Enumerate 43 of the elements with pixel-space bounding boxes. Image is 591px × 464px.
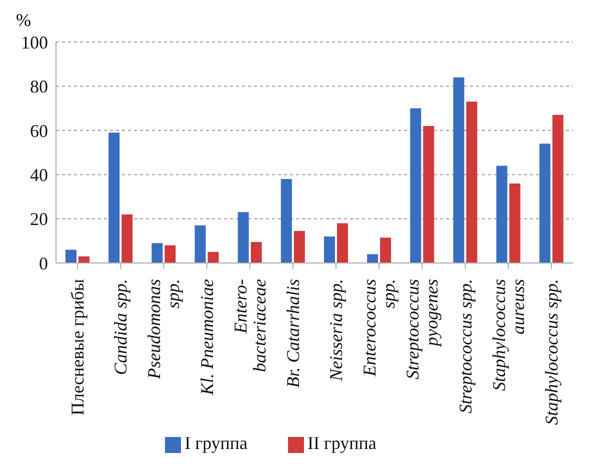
bar bbox=[108, 132, 120, 263]
bar bbox=[238, 212, 249, 263]
y-axis-title: % bbox=[16, 10, 31, 31]
x-tick-label: Staphylococcus aureuss bbox=[488, 279, 528, 391]
bar bbox=[208, 252, 219, 263]
bar bbox=[410, 108, 422, 263]
x-tick-label: Staphylococcus spp. bbox=[541, 279, 562, 425]
bar bbox=[380, 238, 392, 263]
legend-label: II группа bbox=[308, 433, 376, 453]
y-tick-label: 40 bbox=[30, 164, 48, 185]
bar bbox=[466, 102, 478, 263]
x-tick-label: Neisseria spp. bbox=[326, 279, 346, 382]
bar bbox=[496, 166, 508, 263]
x-tick-label: Kl. Pneumoniae bbox=[196, 278, 217, 396]
y-tick-label: 20 bbox=[30, 209, 48, 230]
bar bbox=[336, 223, 348, 263]
bar bbox=[453, 77, 464, 263]
y-tick-label: 0 bbox=[39, 253, 48, 274]
x-tick-label: Плесневые грибы bbox=[68, 279, 88, 416]
y-tick-label: 80 bbox=[30, 76, 48, 97]
bar bbox=[78, 256, 90, 263]
legend-label: I группа bbox=[184, 433, 248, 453]
bar bbox=[294, 230, 305, 263]
x-tick-label: Enterococcus spp. bbox=[360, 279, 399, 378]
x-tick-label: Candida spp. bbox=[110, 279, 131, 376]
bar bbox=[164, 245, 176, 263]
bar bbox=[539, 144, 550, 263]
bar bbox=[423, 126, 434, 263]
y-tick-label: 60 bbox=[30, 120, 48, 141]
x-tick-label: Br. Catarrhalis bbox=[282, 279, 303, 388]
bar bbox=[280, 179, 292, 263]
bar bbox=[552, 114, 564, 263]
bar bbox=[250, 242, 262, 263]
x-tick-label: Streptococcus spp. bbox=[455, 279, 476, 414]
bar bbox=[509, 183, 520, 263]
bar bbox=[367, 254, 378, 263]
bar bbox=[152, 243, 163, 263]
bar bbox=[194, 225, 206, 263]
bar bbox=[122, 214, 133, 263]
y-tick-label: 100 bbox=[21, 32, 48, 52]
bar bbox=[324, 236, 335, 263]
x-tick-label: Pseudomonas spp. bbox=[144, 279, 184, 380]
bar bbox=[65, 250, 76, 263]
